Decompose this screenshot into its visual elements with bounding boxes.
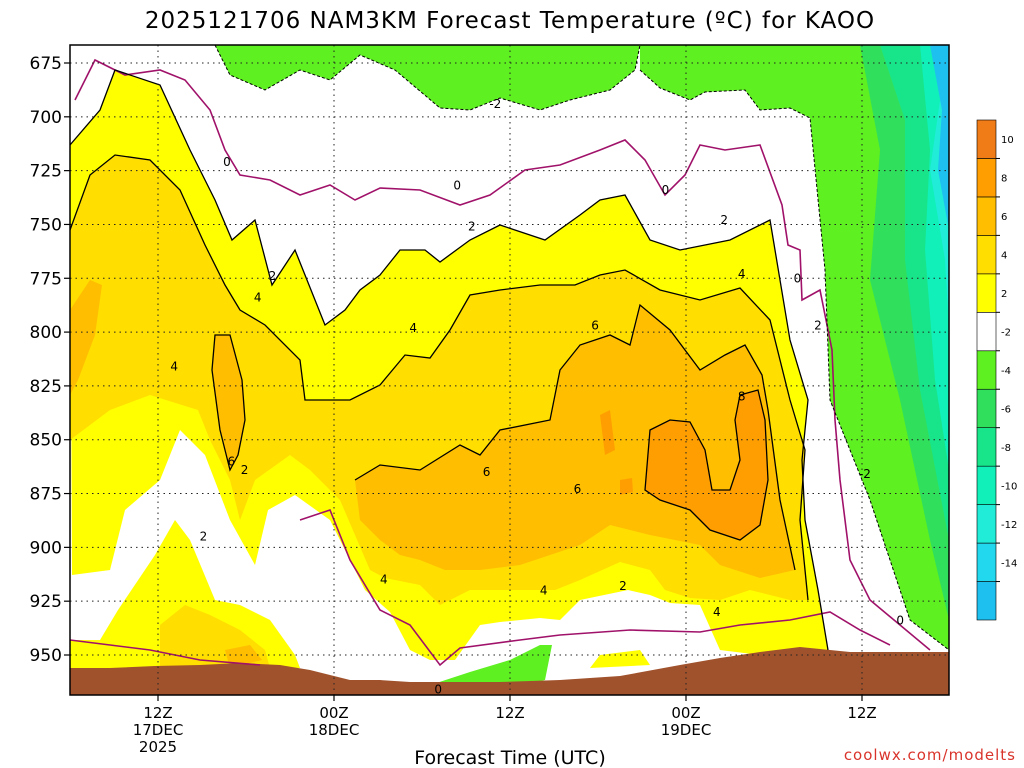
y-tick-label: 925 <box>30 592 62 612</box>
contour-label: -2 <box>489 97 501 111</box>
contour-zero-lower <box>70 509 891 667</box>
contour-label: 4 <box>254 291 262 305</box>
contour-label: 6 <box>483 465 491 479</box>
contour-two <box>70 69 829 651</box>
contour-label: 2 <box>720 213 728 227</box>
x-tick-label: 00Z <box>319 704 348 722</box>
band-8 <box>600 390 768 540</box>
contour-lines <box>70 45 949 667</box>
colorbar-swatch <box>976 158 997 198</box>
colorbar-swatch <box>976 119 997 159</box>
colorbar-label: -14 <box>1001 558 1017 569</box>
chart-title: 2025121706 NAM3KM Forecast Temperature (… <box>145 8 875 34</box>
x-tick-label: 19DEC <box>661 721 712 739</box>
colorbar-label: -10 <box>1001 481 1017 492</box>
colorbar-label: 10 <box>1001 135 1014 146</box>
contour-label: 0 <box>662 183 670 197</box>
colorbar-swatch <box>976 581 997 621</box>
colorbar-label: -4 <box>1001 366 1011 377</box>
contour-label: 4 <box>713 605 721 619</box>
contour-label: 8 <box>738 390 746 404</box>
contour-label: 4 <box>540 583 548 597</box>
colorbar: -14 -12 -10 -8 -6 -4 -2 2 4 6 8 10 <box>976 119 1017 621</box>
colorbar-label: 2 <box>1001 289 1007 300</box>
colorbar-swatch <box>976 504 997 544</box>
colorbar-label: -12 <box>1001 520 1017 531</box>
contour-label: 2 <box>241 463 249 477</box>
contour-label: 2 <box>814 319 822 333</box>
contour-label: -2 <box>859 467 871 481</box>
colorbar-label: -2 <box>1001 328 1011 339</box>
y-tick-label: 775 <box>30 269 62 289</box>
contour-minus2 <box>214 45 949 651</box>
contour-label: 4 <box>738 267 746 281</box>
contour-label: 6 <box>591 319 599 333</box>
x-tick-label: 12Z <box>143 704 172 722</box>
contour-label: 0 <box>223 155 231 169</box>
x-axis-label: Forecast Time (UTC) <box>414 747 605 768</box>
y-tick-label: 900 <box>30 538 62 558</box>
x-tick-label: 18DEC <box>309 721 360 739</box>
y-tick-label: 950 <box>30 646 62 666</box>
contour-label: 2 <box>468 220 476 234</box>
credit-link[interactable]: coolwx.com/modelts <box>844 746 1016 764</box>
x-tick-label: 00Z <box>671 704 700 722</box>
band-minus12 <box>905 45 949 330</box>
colorbar-label: 4 <box>1001 251 1007 262</box>
contour-four <box>70 154 809 601</box>
colorbar-swatch <box>976 350 997 390</box>
contour-label: 2 <box>200 530 208 544</box>
contour-eight <box>644 389 769 541</box>
colorbar-swatch <box>976 196 997 236</box>
y-tick-label: 700 <box>30 108 62 128</box>
colorbar-label: 6 <box>1001 212 1007 223</box>
y-axis: 675 700 725 750 775 800 825 850 875 900 925 950 <box>30 54 70 666</box>
x-tick-label: 2025 <box>139 738 177 756</box>
y-tick-label: 850 <box>30 431 62 451</box>
band-minus8 <box>840 45 949 540</box>
contour-label: 0 <box>896 614 904 628</box>
band-minus14 <box>930 45 949 230</box>
y-tick-label: 875 <box>30 485 62 505</box>
y-tick-label: 825 <box>30 377 62 397</box>
contour-label: 4 <box>170 360 178 374</box>
colorbar-swatch <box>976 388 997 428</box>
contour-label: 4 <box>380 573 388 587</box>
contour-label: 0 <box>434 682 442 696</box>
band-6 <box>70 280 795 668</box>
y-tick-label: 800 <box>30 323 62 343</box>
colorbar-swatch <box>976 427 997 467</box>
contour-label: 0 <box>794 271 802 285</box>
y-tick-label: 750 <box>30 215 62 235</box>
contour-label: 0 <box>453 179 461 193</box>
contour-label: 2 <box>269 269 277 283</box>
x-tick-label: 12Z <box>495 704 524 722</box>
contour-label: 4 <box>409 321 417 335</box>
x-tick-label: 12Z <box>847 704 876 722</box>
colorbar-label: 8 <box>1001 174 1007 185</box>
colorbar-swatch <box>976 465 997 505</box>
contour-six <box>211 303 796 571</box>
grid <box>70 45 949 695</box>
contour-label: 6 <box>228 454 236 468</box>
y-tick-label: 725 <box>30 162 62 182</box>
colorbar-swatch <box>976 312 997 352</box>
colorbar-swatch <box>976 273 997 313</box>
terrain <box>70 647 949 695</box>
x-tick-label: 17DEC <box>133 721 184 739</box>
band-minus10 <box>875 45 949 470</box>
y-tick-label: 675 <box>30 54 62 74</box>
contour-zero <box>74 58 931 651</box>
colorbar-label: -8 <box>1001 443 1011 454</box>
colorbar-swatch <box>976 542 997 582</box>
contour-label: 6 <box>574 482 582 496</box>
contour-label: 2 <box>619 579 627 593</box>
colorbar-label: -6 <box>1001 404 1011 415</box>
temperature-field <box>70 45 949 695</box>
colorbar-swatch <box>976 235 997 275</box>
